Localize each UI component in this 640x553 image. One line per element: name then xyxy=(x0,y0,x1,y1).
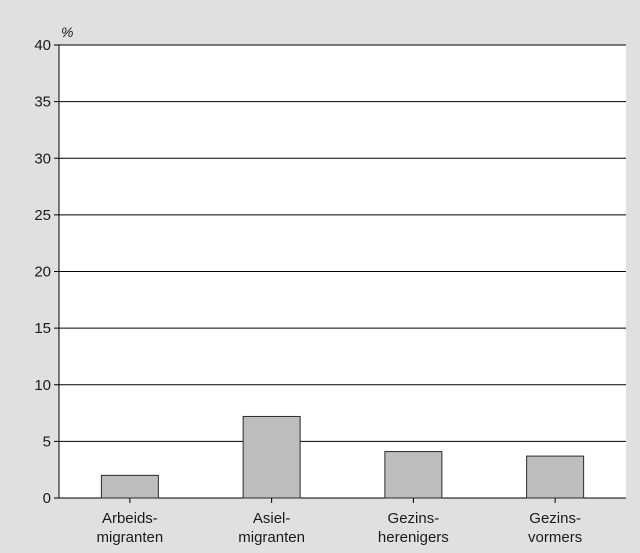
y-tick-label: 20 xyxy=(34,264,51,281)
y-tick-label: 40 xyxy=(34,37,51,54)
bar xyxy=(384,451,443,499)
x-category-label: migranten xyxy=(238,529,305,546)
y-axis-ticks: 0 5 10 15 20 25 30 35 40 xyxy=(34,37,59,507)
y-tick-label: 15 xyxy=(34,320,51,337)
y-tick-label: 25 xyxy=(34,207,51,224)
x-category-label: herenigers xyxy=(378,529,449,546)
bars xyxy=(100,415,585,499)
bar xyxy=(100,474,159,499)
y-tick-label: 5 xyxy=(43,433,51,450)
x-category-label: vormers xyxy=(528,529,582,546)
y-tick-label: 10 xyxy=(34,377,51,394)
x-category-label: migranten xyxy=(97,529,164,546)
y-axis-unit-label: % xyxy=(61,24,73,40)
bar xyxy=(242,415,301,499)
x-category-label: Asiel- xyxy=(253,510,291,527)
x-axis-categories: Arbeids-migranten Asiel-migranten Gezins-h… xyxy=(97,498,582,546)
y-tick-label: 35 xyxy=(34,94,51,111)
x-category-label: Arbeids- xyxy=(102,510,158,527)
y-tick-label: 30 xyxy=(34,150,51,167)
y-tick-label: 0 xyxy=(43,490,51,507)
x-category-label: Gezins- xyxy=(388,510,440,527)
bar xyxy=(526,455,585,499)
x-category-label: Gezins- xyxy=(529,510,581,527)
